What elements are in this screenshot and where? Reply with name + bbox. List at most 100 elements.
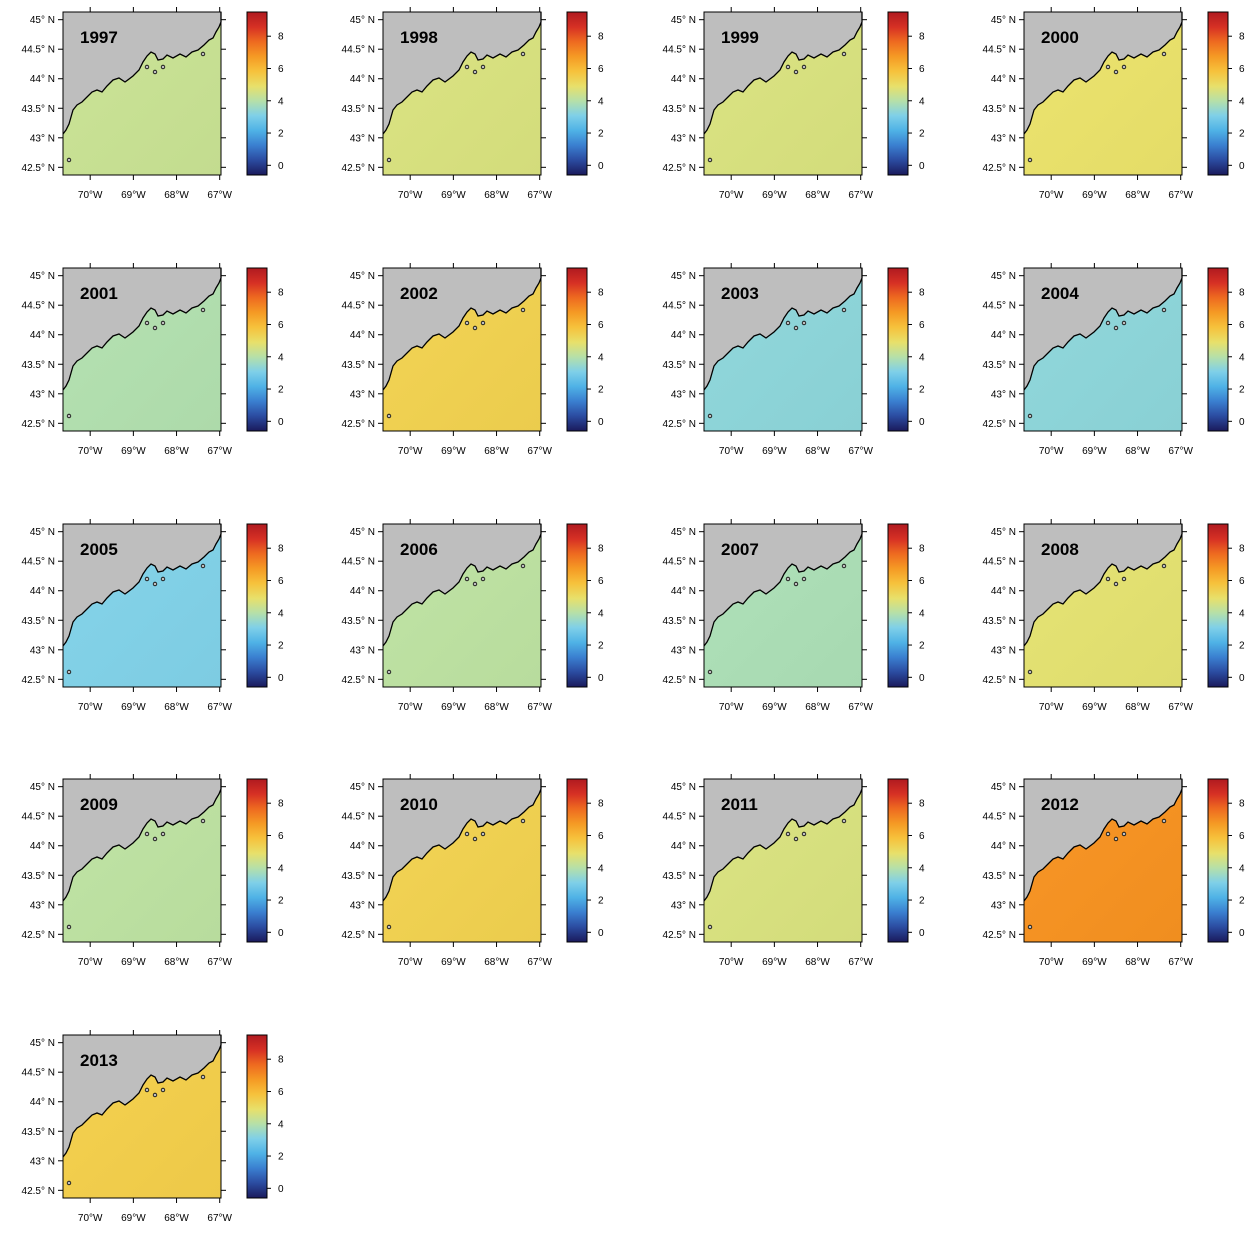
- colorbar-tick-label: 8: [278, 1055, 284, 1066]
- lon-tick-label: 70°W: [398, 190, 423, 201]
- land-mass: [704, 524, 862, 646]
- island: [200, 563, 206, 569]
- lon-tick-label: 70°W: [78, 446, 103, 457]
- island: [480, 576, 486, 582]
- island: [801, 831, 807, 837]
- lon-tick-label: 69°W: [1082, 190, 1107, 201]
- island: [841, 51, 847, 57]
- map-frame: [382, 778, 542, 943]
- lon-tick-label: 70°W: [1039, 957, 1064, 968]
- lat-tick-label: 44.5° N: [342, 812, 375, 823]
- island: [464, 576, 470, 582]
- island: [386, 669, 392, 675]
- map-panel-2003: 2003 45° N 44.5° N 44° N 43.5° N 43° N 42.5° N…: [641, 256, 941, 486]
- island: [707, 669, 713, 675]
- lat-tick-label: 43° N: [991, 133, 1016, 144]
- lat-tick-label: 44° N: [30, 1097, 55, 1108]
- island: [1105, 64, 1111, 70]
- coastline: [703, 524, 863, 647]
- island: [520, 51, 526, 57]
- lat-tick-label: 42.5° N: [983, 419, 1016, 430]
- colorbar-tick-label: 4: [919, 863, 925, 874]
- island: [785, 320, 791, 326]
- colorbar-tick-label: 2: [278, 641, 284, 652]
- lat-tick-label: 44.5° N: [22, 557, 55, 568]
- island: [1121, 831, 1127, 837]
- colorbar: [246, 778, 268, 943]
- lat-tick-label: 42.5° N: [663, 163, 696, 174]
- island: [160, 831, 166, 837]
- colorbar: [246, 267, 268, 432]
- lat-tick-label: 43.5° N: [22, 1127, 55, 1138]
- lat-tick-label: 44° N: [350, 74, 375, 85]
- island: [144, 576, 150, 582]
- island: [200, 1074, 206, 1080]
- map-panel-svg: 2002 45° N 44.5° N 44° N 43.5° N 43° N 42.5° N…: [342, 263, 604, 457]
- island: [1113, 325, 1119, 331]
- map-panel-svg: 1998 45° N 44.5° N 44° N 43.5° N 43° N 42.5° N…: [342, 7, 604, 201]
- colorbar: [566, 778, 588, 943]
- colorbar-tick-label: 4: [919, 352, 925, 363]
- lon-tick-label: 69°W: [762, 702, 787, 713]
- lat-tick-label: 45° N: [991, 15, 1016, 26]
- island: [1121, 576, 1127, 582]
- lat-tick-label: 42.5° N: [983, 930, 1016, 941]
- lat-tick-label: 43° N: [991, 389, 1016, 400]
- lat-tick-label: 44° N: [30, 586, 55, 597]
- coastline: [703, 779, 863, 902]
- map-frame: [1023, 11, 1183, 176]
- map-panel-svg: 2010 45° N 44.5° N 44° N 43.5° N 43° N 42.5° N…: [342, 774, 604, 968]
- colorbar-tick-label: 4: [1239, 863, 1245, 874]
- island: [464, 64, 470, 70]
- lat-tick-label: 43.5° N: [663, 871, 696, 882]
- year-label: 2010: [400, 795, 438, 814]
- colorbar-tick-label: 4: [278, 96, 284, 107]
- island: [386, 413, 392, 419]
- colorbar-tick-label: 2: [598, 385, 604, 396]
- lat-tick-label: 44.5° N: [983, 45, 1016, 56]
- coastline: [382, 268, 542, 391]
- lon-tick-label: 68°W: [164, 702, 189, 713]
- colorbar-tick-label: 6: [278, 831, 284, 842]
- island: [200, 307, 206, 313]
- lon-tick-label: 68°W: [484, 957, 509, 968]
- island: [480, 64, 486, 70]
- map-frame: [382, 11, 542, 176]
- colorbar-tick-label: 8: [1239, 288, 1245, 299]
- lat-tick-label: 43.5° N: [983, 871, 1016, 882]
- lat-tick-label: 45° N: [671, 271, 696, 282]
- island: [160, 1087, 166, 1093]
- island: [152, 69, 158, 75]
- colorbar-tick-label: 4: [598, 863, 604, 874]
- lon-tick-label: 69°W: [441, 957, 466, 968]
- island: [1161, 563, 1167, 569]
- lon-tick-label: 69°W: [1082, 957, 1107, 968]
- lon-tick-label: 68°W: [484, 190, 509, 201]
- lon-tick-label: 70°W: [398, 446, 423, 457]
- lon-tick-label: 67°W: [207, 957, 232, 968]
- map-panel-2000: 2000 45° N 44.5° N 44° N 43.5° N 43° N 42.5° N…: [961, 0, 1252, 230]
- lat-tick-label: 43.5° N: [22, 616, 55, 627]
- lon-tick-label: 67°W: [207, 190, 232, 201]
- lat-tick-label: 44° N: [671, 841, 696, 852]
- map-panel-svg: 1997 45° N 44.5° N 44° N 43.5° N 43° N 42.5° N…: [22, 7, 284, 201]
- map-frame: [62, 778, 222, 943]
- lat-tick-label: 44.5° N: [22, 45, 55, 56]
- colorbar-tick-label: 6: [919, 576, 925, 587]
- colorbar-tick-label: 6: [1239, 320, 1245, 331]
- map-frame: [703, 11, 863, 176]
- island: [520, 307, 526, 313]
- island: [472, 836, 478, 842]
- island: [152, 325, 158, 331]
- lat-tick-label: 42.5° N: [22, 1186, 55, 1197]
- map-frame: [62, 523, 222, 688]
- lat-tick-label: 43° N: [350, 900, 375, 911]
- lon-tick-label: 70°W: [398, 702, 423, 713]
- lat-tick-label: 44.5° N: [663, 45, 696, 56]
- colorbar-tick-label: 8: [1239, 799, 1245, 810]
- lat-tick-label: 44.5° N: [22, 301, 55, 312]
- island: [1113, 69, 1119, 75]
- lat-tick-label: 43° N: [30, 1156, 55, 1167]
- map-frame: [62, 1034, 222, 1199]
- lat-tick-label: 43.5° N: [663, 616, 696, 627]
